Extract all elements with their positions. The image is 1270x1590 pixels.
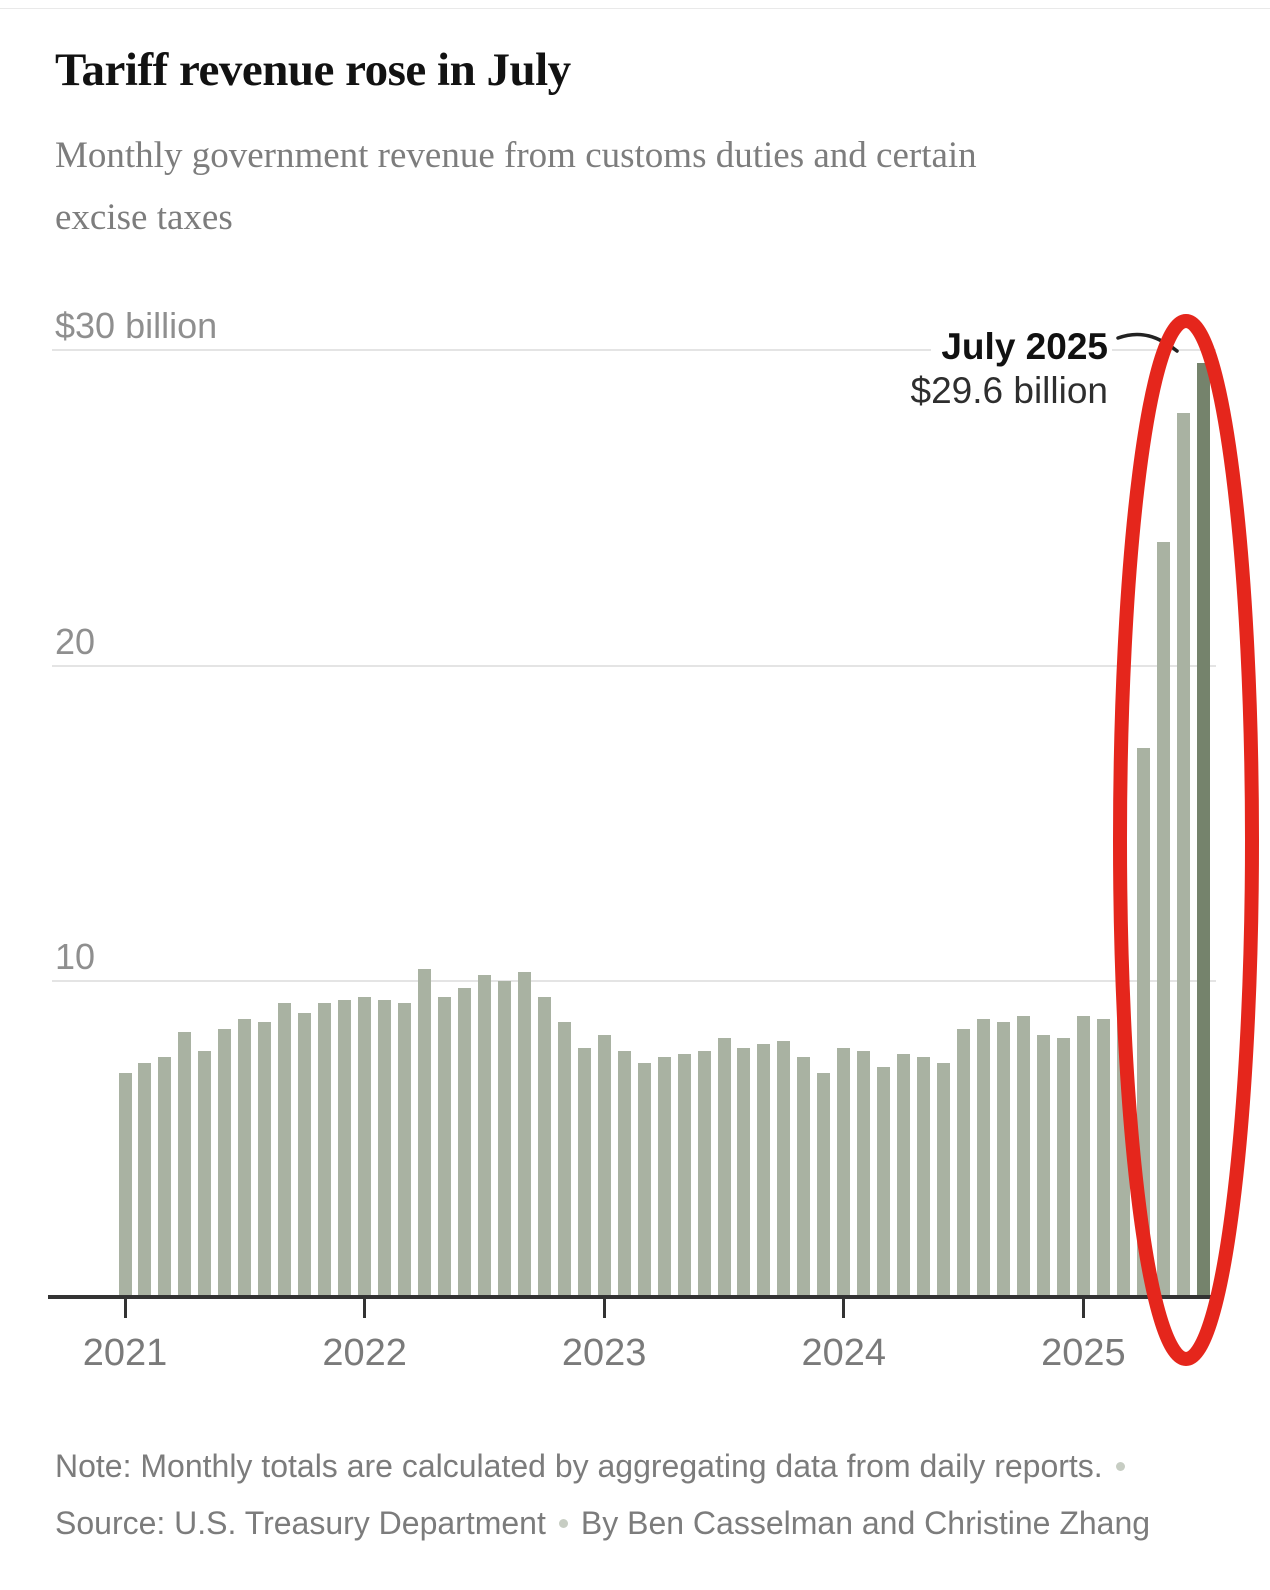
- bar-2024-09: [997, 1022, 1011, 1297]
- top-divider: [0, 8, 1270, 9]
- bar-2025-01: [1076, 1016, 1090, 1297]
- footer-note: Note: Monthly totals are calculated by a…: [55, 1448, 1103, 1484]
- gridline-30: [52, 348, 1216, 351]
- bar-2024-01: [837, 1047, 851, 1297]
- bar-2022-01: [358, 997, 372, 1297]
- bar-2021-08: [258, 1022, 272, 1297]
- bar-2021-01: [118, 1072, 132, 1297]
- bar-2022-03: [398, 1003, 412, 1297]
- callout-label: July 2025: [931, 326, 1112, 370]
- bar-2024-02: [857, 1050, 871, 1297]
- bar-2022-12: [577, 1047, 591, 1297]
- bar-2022-10: [537, 997, 551, 1297]
- gridline-20: [52, 664, 1216, 667]
- bar-2023-12: [817, 1072, 831, 1297]
- bar-2022-09: [517, 971, 531, 1297]
- bar-2024-12: [1056, 1038, 1070, 1297]
- bar-2023-10: [777, 1041, 791, 1297]
- bar-2023-07: [717, 1038, 731, 1297]
- bar-2021-03: [158, 1057, 172, 1297]
- x-axis-baseline: [48, 1295, 1216, 1299]
- bar-2022-06: [457, 987, 471, 1297]
- bar-2023-04: [657, 1057, 671, 1297]
- bar-2024-03: [877, 1066, 891, 1297]
- bar-2021-05: [198, 1050, 212, 1297]
- bar-2024-06: [937, 1063, 951, 1297]
- y-axis-label-30: $30 billion: [55, 304, 218, 346]
- july-2025-callout: July 2025 $29.6 billion: [660, 326, 1112, 414]
- bar-2023-03: [637, 1063, 651, 1297]
- separator-dot-icon: [1115, 1462, 1125, 1471]
- callout-value: $29.6 billion: [900, 370, 1112, 414]
- bar-2022-04: [418, 968, 431, 1297]
- bar-2021-12: [338, 1000, 352, 1297]
- bar-2021-10: [298, 1012, 312, 1297]
- x-tick-2024: [842, 1299, 846, 1318]
- x-axis-label-2022: 2022: [322, 1332, 407, 1374]
- bar-2022-02: [378, 1000, 392, 1297]
- bar-2021-04: [178, 1031, 192, 1297]
- bar-2025-04: [1136, 747, 1150, 1297]
- x-tick-2023: [602, 1299, 606, 1318]
- bar-2024-04: [897, 1053, 911, 1297]
- bar-2021-06: [218, 1028, 232, 1297]
- bar-2023-06: [697, 1050, 711, 1297]
- bar-2021-11: [318, 1003, 332, 1297]
- x-axis-label-2023: 2023: [561, 1332, 647, 1374]
- footer-source: Source: U.S. Treasury Department: [55, 1505, 546, 1541]
- bar-2023-08: [737, 1047, 751, 1297]
- y-axis-label-20: 20: [55, 620, 96, 662]
- bar-2023-11: [797, 1057, 811, 1297]
- bar-2023-05: [677, 1053, 691, 1297]
- x-axis-label-2024: 2024: [801, 1332, 887, 1374]
- bar-2023-01: [597, 1034, 611, 1297]
- bar-2025-03: [1116, 997, 1130, 1297]
- footer-byline: By Ben Casselman and Christine Zhang: [580, 1505, 1151, 1541]
- footer: Note: Monthly totals are calculated by a…: [55, 1438, 1175, 1552]
- bar-2022-07: [477, 974, 491, 1297]
- gridline-10: [52, 980, 1216, 983]
- y-axis-label-10: 10: [55, 936, 96, 978]
- bar-2023-09: [757, 1044, 771, 1297]
- chart-subtitle: Monthly government revenue from customs …: [55, 135, 977, 238]
- bar-2022-08: [497, 981, 511, 1297]
- bar-2023-02: [617, 1050, 631, 1297]
- bar-2025-02: [1096, 1019, 1110, 1297]
- bar-2021-02: [138, 1063, 152, 1297]
- bar-2024-05: [917, 1057, 931, 1297]
- separator-dot-icon: [558, 1519, 568, 1528]
- bar-2024-08: [977, 1019, 991, 1297]
- bar-2025-07: [1196, 362, 1210, 1297]
- x-tick-2022: [363, 1299, 367, 1318]
- bar-2021-07: [238, 1019, 252, 1297]
- x-axis-label-2025: 2025: [1041, 1332, 1126, 1374]
- bar-2022-11: [557, 1022, 571, 1297]
- bar-2024-10: [1017, 1016, 1030, 1297]
- bar-2024-11: [1036, 1034, 1050, 1297]
- bar-2021-09: [278, 1003, 292, 1297]
- bar-2022-05: [437, 997, 451, 1297]
- bar-2025-06: [1176, 413, 1190, 1297]
- bar-2025-05: [1156, 542, 1170, 1297]
- chart-title: Tariff revenue rose in July: [55, 44, 571, 97]
- x-axis-label-2021: 2021: [82, 1332, 168, 1374]
- x-tick-2025: [1081, 1299, 1085, 1318]
- bar-2024-07: [957, 1028, 971, 1297]
- x-tick-2021: [123, 1299, 127, 1318]
